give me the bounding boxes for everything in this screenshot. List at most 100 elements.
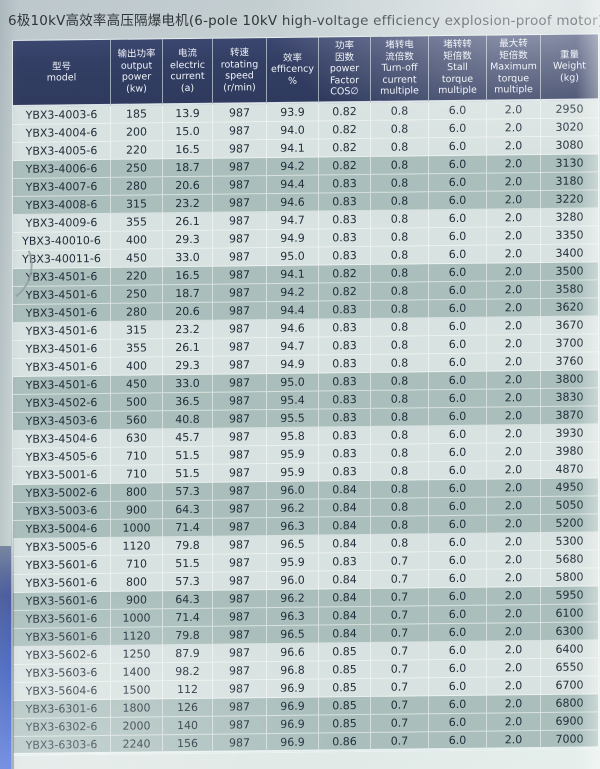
cell-max-torque: 2.0 — [487, 568, 541, 588]
cell-current-multiple: 0.8 — [371, 174, 429, 193]
cell-weight: 3400 — [541, 244, 598, 263]
cell-power-factor: 0.84 — [319, 480, 371, 500]
cell-output-power: 400 — [111, 357, 163, 376]
cell-speed: 987 — [213, 716, 267, 735]
cell-power-factor: 0.83 — [319, 390, 371, 410]
col-header-line: output — [120, 59, 153, 72]
cell-power-factor: 0.84 — [319, 570, 371, 590]
cell-output-power: 900 — [111, 591, 163, 610]
cell-weight: 3580 — [541, 280, 598, 299]
col-header-line: speed — [225, 70, 254, 82]
cell-current-multiple: 0.8 — [371, 516, 429, 535]
cell-speed: 987 — [213, 644, 267, 663]
cell-weight: 6300 — [541, 622, 598, 641]
cell-efficiency: 94.0 — [267, 121, 319, 141]
cell-current-multiple: 0.7 — [371, 552, 429, 571]
cell-max-torque: 2.0 — [487, 118, 541, 138]
cell-output-power: 800 — [111, 483, 163, 502]
cell-model: YBX3-6302-6 — [13, 717, 111, 737]
cell-current-multiple: 0.7 — [371, 606, 429, 625]
cell-efficiency: 96.2 — [267, 589, 319, 609]
col-header-efficiency: 效率 efficency% — [267, 37, 319, 105]
cell-weight: 3620 — [541, 298, 598, 317]
cell-power-factor: 0.83 — [319, 336, 371, 356]
cell-weight: 5800 — [541, 568, 598, 587]
cell-speed: 987 — [213, 680, 267, 699]
cell-power-factor: 0.85 — [319, 714, 371, 734]
cell-current-multiple: 0.8 — [371, 498, 429, 517]
cell-current: 45.7 — [163, 428, 213, 448]
col-header-line: Maximum — [490, 61, 537, 73]
cell-output-power: 280 — [111, 177, 163, 196]
cell-output-power: 355 — [111, 213, 163, 232]
cell-max-torque: 2.0 — [487, 280, 541, 300]
cell-current: 33.0 — [163, 374, 213, 394]
cell-current-multiple: 0.8 — [371, 336, 429, 355]
col-header-weight: 重量 Weight (kg) — [541, 34, 598, 101]
cell-power-factor: 0.83 — [319, 246, 371, 266]
cell-output-power: 710 — [111, 447, 163, 466]
cell-model: YBX3-4007-6 — [13, 177, 111, 197]
cell-efficiency: 94.7 — [267, 337, 319, 357]
cell-current: 64.3 — [163, 500, 213, 520]
cell-current: 23.2 — [163, 320, 213, 340]
cell-model: YBX3-5601-6 — [13, 573, 111, 593]
cell-efficiency: 95.0 — [267, 247, 319, 267]
cell-weight: 3080 — [541, 136, 598, 155]
col-header-line: 最大转 — [499, 38, 528, 50]
cell-speed: 987 — [213, 428, 267, 447]
cell-efficiency: 96.3 — [267, 517, 319, 537]
cell-current-multiple: 0.8 — [371, 318, 429, 337]
cell-speed: 987 — [213, 374, 267, 393]
cell-current-multiple: 0.8 — [371, 156, 429, 175]
cell-model: YBX3-5001-6 — [13, 465, 111, 485]
cell-efficiency: 96.9 — [267, 733, 319, 753]
cell-power-factor: 0.82 — [319, 138, 371, 158]
cell-speed: 987 — [213, 572, 267, 591]
cell-current: 29.3 — [163, 356, 213, 376]
col-header-line: 矩倍数 — [499, 49, 528, 62]
col-header-line: 电流 — [177, 47, 197, 60]
cell-max-torque: 2.0 — [487, 172, 541, 192]
col-header-line: rotating — [220, 58, 259, 71]
cell-max-torque: 2.0 — [487, 532, 541, 552]
cell-speed: 987 — [213, 320, 267, 339]
cell-efficiency: 96.5 — [267, 625, 319, 645]
col-header-line: current — [170, 70, 205, 83]
cell-model: YBX3-4505-6 — [13, 447, 111, 467]
col-header-power-factor: 功率 因数 power Factor COS∅ — [319, 36, 371, 104]
cell-power-factor: 0.83 — [319, 426, 371, 446]
col-header-line: 矩倍数 — [443, 50, 472, 62]
cell-speed: 987 — [213, 266, 267, 285]
cell-current-multiple: 0.8 — [371, 426, 429, 445]
cell-current-multiple: 0.8 — [371, 228, 429, 247]
cell-max-torque: 2.0 — [487, 586, 541, 606]
cell-model: YBX3-4501-6 — [13, 357, 111, 377]
col-header-line: (a) — [180, 82, 195, 94]
cell-current: 40.8 — [163, 410, 213, 430]
cell-weight: 5300 — [541, 532, 598, 551]
cell-weight: 3220 — [541, 190, 598, 209]
cell-weight: 6700 — [541, 676, 598, 695]
col-header-line: torque — [441, 73, 474, 85]
cell-power-factor: 0.85 — [319, 642, 371, 662]
cell-max-torque: 2.0 — [487, 676, 541, 696]
cell-current: 18.7 — [163, 158, 213, 178]
cell-current: 140 — [163, 716, 213, 736]
cell-efficiency: 94.4 — [267, 301, 319, 321]
cell-efficiency: 94.2 — [267, 157, 319, 177]
cell-current: 23.2 — [163, 194, 213, 214]
cell-stall-torque: 6.0 — [429, 713, 487, 733]
cell-efficiency: 95.9 — [267, 463, 319, 483]
cell-output-power: 800 — [111, 573, 163, 592]
cell-efficiency: 94.1 — [267, 139, 319, 159]
cell-current: 57.3 — [163, 482, 213, 502]
cell-stall-torque: 6.0 — [429, 155, 487, 175]
cell-max-torque: 2.0 — [487, 640, 541, 660]
cell-efficiency: 96.0 — [267, 571, 319, 591]
cell-weight: 3930 — [541, 424, 598, 443]
cell-current: 112 — [163, 680, 213, 700]
cell-max-torque: 2.0 — [487, 388, 541, 408]
cell-stall-torque: 6.0 — [429, 587, 487, 607]
